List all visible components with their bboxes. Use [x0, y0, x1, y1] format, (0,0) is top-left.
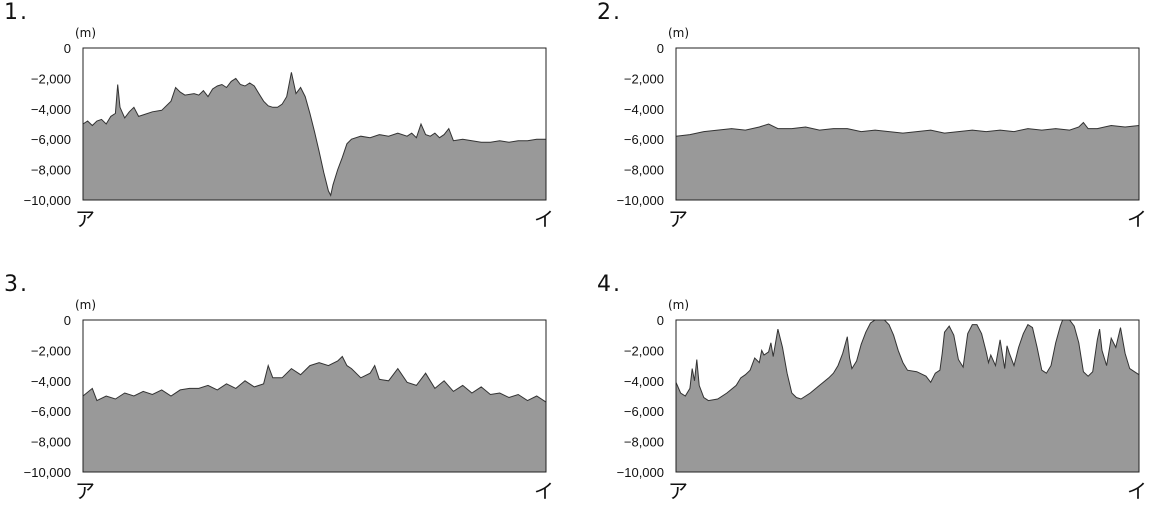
profile-line: [82, 355, 547, 403]
profile-line: [675, 121, 1140, 137]
endpoint-start-label: ア: [668, 207, 688, 231]
endpoint-end-label: イ: [1127, 479, 1147, 503]
terrain-area: [83, 356, 546, 472]
endpoint-end-label: イ: [1127, 207, 1147, 231]
y-tick-label: −10,000: [617, 465, 664, 480]
unit-label: (m): [75, 298, 97, 312]
panel-number: 2.: [597, 0, 622, 25]
y-tick-label: −4,000: [31, 102, 71, 117]
y-tick-label: −8,000: [624, 163, 664, 178]
y-tick-label: 0: [657, 313, 664, 328]
plot-frame: [82, 319, 547, 473]
profile-plot: 0 −2,000 −4,000 −6,000 −8,000 −10,000 ア イ: [617, 313, 1147, 503]
y-tick-label: −4,000: [31, 374, 71, 389]
profile-line: [82, 72, 546, 197]
y-tick-label: 0: [64, 313, 71, 328]
y-tick-label: −6,000: [624, 404, 664, 419]
y-tick-label: −2,000: [31, 71, 71, 86]
endpoint-end-label: イ: [534, 479, 554, 503]
y-tick-label: −10,000: [24, 193, 71, 208]
profile-chart-2: 2. (m) 0 −2,000 −4,000 −6,000 −8,000 −10,000 ア…: [593, 0, 1153, 240]
y-tick-label: −4,000: [624, 374, 664, 389]
panel-number: 1.: [4, 0, 29, 25]
y-tick-label: −4,000: [624, 102, 664, 117]
y-tick-label: −10,000: [617, 193, 664, 208]
terrain-area: [83, 72, 546, 200]
y-tick-label: −6,000: [31, 404, 71, 419]
plot-frame: [82, 47, 547, 201]
y-tick-label: −10,000: [24, 465, 71, 480]
y-tick-label: 0: [64, 41, 71, 56]
endpoint-start-label: ア: [75, 479, 95, 503]
y-tick-label: −6,000: [624, 132, 664, 147]
panel-number: 4.: [597, 272, 622, 297]
profile-chart-4: 4. (m) 0 −2,000 −4,000 −6,000 −8,000 −10,000 ア…: [593, 272, 1153, 512]
plot-frame: [675, 47, 1140, 201]
profile-chart-1: 1. (m) 0 −2,000 −4,000 −6,000 −8,000 −10,000 ア…: [0, 0, 560, 240]
unit-label: (m): [668, 298, 690, 312]
unit-label: (m): [75, 26, 97, 40]
endpoint-start-label: ア: [668, 479, 688, 503]
profile-plot: 0 −2,000 −4,000 −6,000 −8,000 −10,000 ア イ: [24, 41, 554, 231]
plot-frame: [675, 319, 1140, 473]
profile-plot: 0 −2,000 −4,000 −6,000 −8,000 −10,000 ア イ: [24, 313, 554, 503]
profile-chart-3: 3. (m) 0 −2,000 −4,000 −6,000 −8,000 −10,000 ア…: [0, 272, 560, 512]
endpoint-start-label: ア: [75, 207, 95, 231]
unit-label: (m): [668, 26, 690, 40]
terrain-area: [676, 320, 1139, 472]
endpoint-end-label: イ: [534, 207, 554, 231]
y-tick-label: −8,000: [31, 435, 71, 450]
y-tick-label: −8,000: [624, 435, 664, 450]
panel-number: 3.: [4, 272, 29, 297]
y-tick-label: −8,000: [31, 163, 71, 178]
profile-plot: 0 −2,000 −4,000 −6,000 −8,000 −10,000 ア イ: [617, 41, 1147, 231]
y-tick-label: −6,000: [31, 132, 71, 147]
y-tick-label: 0: [657, 41, 664, 56]
y-tick-label: −2,000: [624, 343, 664, 358]
terrain-area: [676, 122, 1139, 200]
y-tick-label: −2,000: [31, 343, 71, 358]
y-tick-label: −2,000: [624, 71, 664, 86]
